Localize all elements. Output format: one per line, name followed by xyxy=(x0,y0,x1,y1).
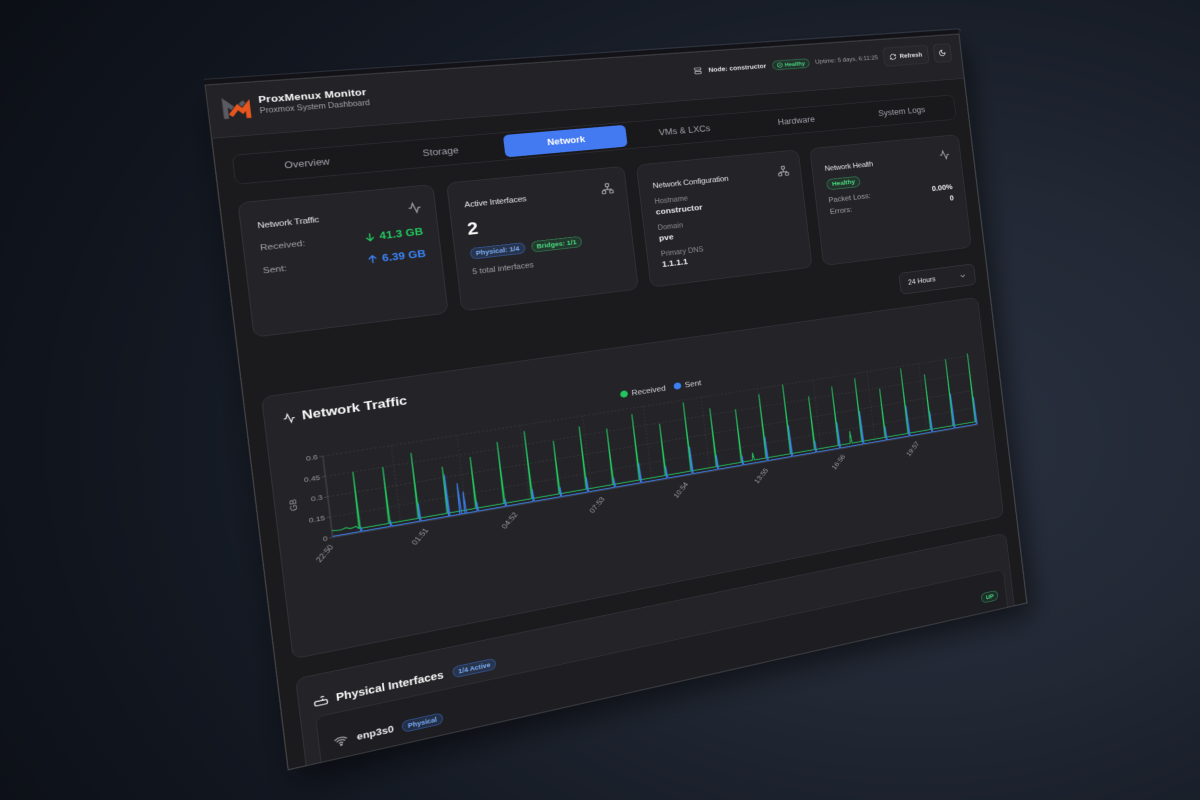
svg-text:GB: GB xyxy=(287,498,300,512)
svg-text:01:51: 01:51 xyxy=(410,526,431,546)
svg-text:Sent: Sent xyxy=(684,378,702,389)
svg-text:Received: Received xyxy=(631,383,666,397)
svg-text:0.45: 0.45 xyxy=(304,473,322,483)
svg-text:19:57: 19:57 xyxy=(905,440,921,458)
svg-text:22:50: 22:50 xyxy=(314,543,336,564)
svg-text:13:55: 13:55 xyxy=(752,466,770,484)
svg-text:0: 0 xyxy=(322,534,328,543)
svg-text:07:53: 07:53 xyxy=(587,495,606,514)
svg-text:0.6: 0.6 xyxy=(306,453,319,463)
svg-text:0.15: 0.15 xyxy=(308,514,326,525)
svg-text:10:54: 10:54 xyxy=(672,480,690,499)
svg-text:04:52: 04:52 xyxy=(500,510,520,530)
svg-text:0.3: 0.3 xyxy=(311,494,324,504)
svg-text:16:56: 16:56 xyxy=(830,453,847,471)
